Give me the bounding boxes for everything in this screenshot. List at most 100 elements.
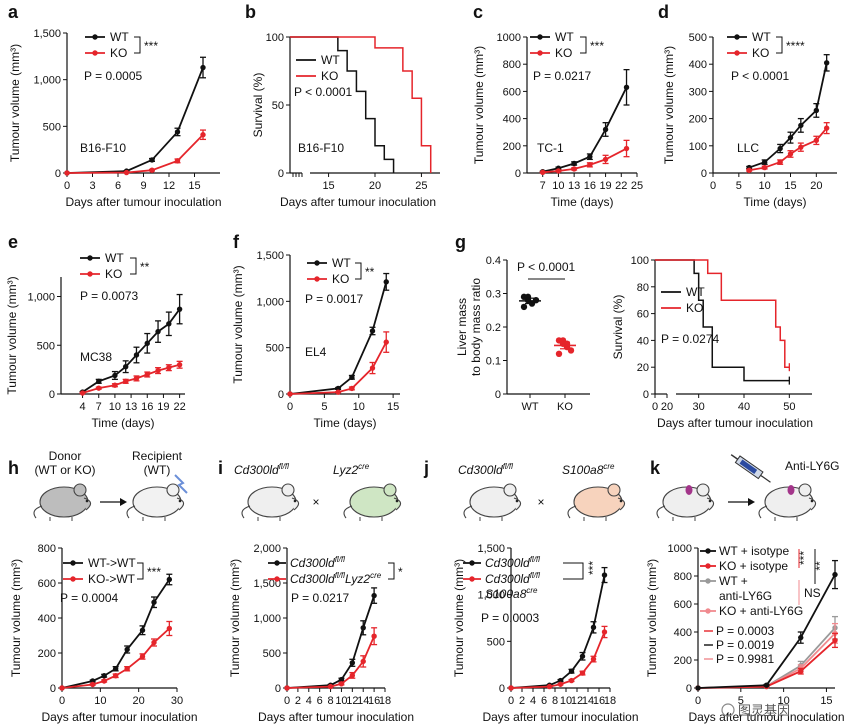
panel-label-c: c <box>473 2 483 22</box>
treatment-arrow-head-icon <box>748 498 755 506</box>
x-tick-label-a: 12 <box>163 180 175 192</box>
data-point <box>761 164 768 171</box>
series-line-WT <box>542 86 628 173</box>
panel-label-b: b <box>245 2 256 22</box>
panel-label-f: f <box>233 232 240 252</box>
cell-line-label: MC38 <box>80 350 112 364</box>
x-tick-label-e: 22 <box>173 401 185 413</box>
data-point <box>96 378 102 385</box>
x-axis-label-c: Time (days) <box>551 195 614 209</box>
significance-stars: *** <box>147 565 161 579</box>
y-tick-label-c: 800 <box>503 59 521 71</box>
x-tick-label-c: 22 <box>615 180 627 192</box>
significance-bracket <box>137 562 144 580</box>
x-tick-label-h: 0 <box>59 695 65 707</box>
data-point <box>787 151 794 157</box>
x-tick-label-d: 20 <box>810 180 822 192</box>
y-tick-label-b: 0 <box>278 168 284 180</box>
data-point <box>579 653 586 659</box>
scatter-point <box>555 350 563 357</box>
mouse-tail <box>241 505 251 519</box>
p-value: P = 0.0005 <box>84 69 142 83</box>
y-tick-label-d: 500 <box>689 32 707 44</box>
mouse-tail <box>126 505 136 519</box>
y-tick-label-c: 200 <box>503 141 521 153</box>
x-tick-label-h: 30 <box>171 695 183 707</box>
significance-stars: * <box>398 565 403 579</box>
y-tick-label-h: 200 <box>38 648 56 660</box>
x-category-label: KO <box>557 401 573 413</box>
mouse-eye <box>395 499 399 503</box>
y-tick-label-c: 0 <box>515 168 521 180</box>
y-tick-label-f: 0 <box>278 389 284 401</box>
x-tick-label-k: 5 <box>738 695 744 707</box>
data-point <box>112 372 118 379</box>
y-tick-label-k: 400 <box>674 627 692 639</box>
y-tick-label-d: 400 <box>689 59 707 71</box>
legend-label: KO <box>321 69 338 83</box>
panel-label-j: j <box>423 458 429 478</box>
series-line-WT-isotype <box>697 574 836 689</box>
chart-e: 0 500 1,000 4 7 10 13 16 19 22 Time (days) Tumour v… <box>5 251 186 430</box>
y-axis-label-k: Tumour volume (mm³) <box>645 559 659 677</box>
donor-mouse-icon <box>33 483 92 521</box>
y-tick-label-i: 1,500 <box>253 578 281 590</box>
y-tick-label-a: 1,500 <box>33 28 61 40</box>
y-tick-label-b: 50 <box>272 100 284 112</box>
legend-marker <box>92 50 98 56</box>
data-point <box>200 64 206 71</box>
x-tick-label-i: 18 <box>379 695 391 707</box>
mouse-head <box>291 497 300 511</box>
x-tick-label-b: 20 <box>369 180 381 192</box>
mouse-ear <box>798 483 812 497</box>
data-point <box>360 658 366 665</box>
legend-marker <box>314 276 320 282</box>
legend-label: Cd300ldfl/fl <box>485 555 540 570</box>
legend-marker <box>274 560 280 566</box>
mouse-eye <box>515 499 519 503</box>
legend-label: KO <box>332 272 349 286</box>
y-tick-label-e: 500 <box>37 340 55 352</box>
mouse-eye <box>708 499 712 503</box>
y-axis-label-f: Tumour volume (mm³) <box>231 265 245 383</box>
legend-marker <box>87 255 93 261</box>
mouse-ear <box>281 483 295 497</box>
legend-label: Cd300ldfl/fl <box>290 555 345 570</box>
y-tick-label-h: 600 <box>38 578 56 590</box>
x-tick-label-f: 0 <box>287 401 293 413</box>
significance-stars: **** <box>786 39 805 53</box>
mouse-tail <box>758 505 768 519</box>
p-value: P = 0.0019 <box>716 638 774 652</box>
data-point <box>763 682 770 688</box>
data-point <box>139 627 146 633</box>
x-tick-label-h: 10 <box>94 695 106 707</box>
y-tick-label-a: 0 <box>55 168 61 180</box>
legend-marker <box>274 576 280 582</box>
legend-label: WT <box>105 251 124 265</box>
y-tick-label-g: 0.1 <box>486 356 501 368</box>
mouse-tail <box>343 505 353 519</box>
legend-marker <box>705 563 711 569</box>
x-tick-label-d: 15 <box>784 180 796 192</box>
x-tick-label-e: 7 <box>96 401 102 413</box>
data-point <box>761 159 768 165</box>
y-tick-label-d: 0 <box>701 168 707 180</box>
x-axis-label-i: Days after tumour inoculation <box>258 710 414 724</box>
significance-bracket <box>355 262 362 280</box>
data-point <box>568 677 575 684</box>
panel-label-a: a <box>8 2 19 22</box>
tumour-spot <box>787 485 795 495</box>
data-point <box>155 367 161 374</box>
y-tick-label-d: 300 <box>689 86 707 98</box>
legend-marker <box>705 548 711 554</box>
legend-marker <box>92 34 98 40</box>
legend-label: WT <box>110 30 129 44</box>
data-point <box>383 279 389 285</box>
y-tick-label-c: 400 <box>503 114 521 126</box>
legend-label: S100a8cre <box>485 586 538 601</box>
x-tick-label-g2: 0 <box>652 401 658 413</box>
x-category-label: WT <box>521 401 538 413</box>
genotype-left: Cd300ldfl/fl <box>458 462 513 477</box>
survival-curve-WT <box>290 36 395 173</box>
x-tick-label-i: 2 <box>295 695 301 707</box>
